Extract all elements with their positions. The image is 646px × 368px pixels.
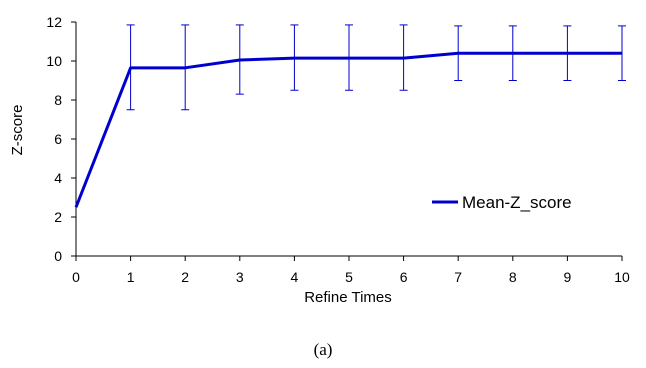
x-tick-label: 6: [400, 269, 408, 285]
x-tick-label: 7: [454, 269, 462, 285]
series-lines: [74, 51, 622, 208]
figure-caption: (a): [314, 340, 333, 359]
y-tick-label: 4: [54, 170, 62, 186]
y-axis-title: Z-score: [9, 105, 26, 156]
error-bars: [126, 24, 626, 111]
x-tick-label: 4: [291, 269, 299, 285]
x-tick-label: 0: [72, 269, 80, 285]
y-tick-label: 12: [46, 14, 62, 30]
x-tick-label: 5: [345, 269, 353, 285]
y-tick-labels: 0 2 4 6 8 10 12: [46, 14, 62, 264]
x-tick-label: 2: [181, 269, 189, 285]
y-tick-label: 0: [54, 248, 62, 264]
x-tick-label: 8: [509, 269, 517, 285]
y-tick-label: 6: [54, 131, 62, 147]
legend: Mean-Z_score: [432, 193, 572, 212]
x-tick-label: 1: [127, 269, 135, 285]
x-tick-label: 10: [614, 269, 630, 285]
axes: [71, 21, 623, 261]
y-tick-label: 10: [46, 53, 62, 69]
series-line: [74, 51, 622, 208]
x-tick-label: 3: [236, 269, 244, 285]
x-tick-label: 9: [564, 269, 572, 285]
x-axis-title: Refine Times: [304, 289, 392, 306]
x-tick-labels: 0 1 2 3 4 5 6 7 8 9 10: [72, 269, 630, 285]
y-tick-label: 8: [54, 92, 62, 108]
legend-label: Mean-Z_score: [462, 193, 572, 212]
y-tick-label: 2: [54, 209, 62, 225]
